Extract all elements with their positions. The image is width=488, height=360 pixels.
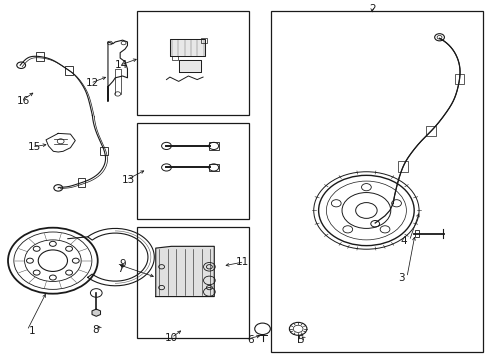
Polygon shape — [92, 309, 100, 316]
Bar — [65, 66, 73, 75]
Text: 4: 4 — [400, 236, 407, 246]
Text: 16: 16 — [17, 96, 30, 106]
Bar — [454, 73, 464, 84]
Polygon shape — [156, 246, 214, 297]
Bar — [426, 126, 435, 136]
Bar — [78, 178, 85, 187]
Bar — [171, 55, 177, 60]
Text: 3: 3 — [397, 273, 404, 283]
Bar — [137, 226, 249, 338]
Text: 15: 15 — [27, 142, 41, 152]
Polygon shape — [169, 39, 205, 56]
Polygon shape — [178, 60, 200, 72]
Text: 14: 14 — [115, 60, 128, 70]
Bar — [201, 39, 206, 42]
Bar — [397, 161, 407, 172]
Bar — [137, 12, 249, 116]
Text: 2: 2 — [368, 4, 375, 14]
Text: 1: 1 — [29, 325, 36, 336]
Bar — [414, 230, 418, 237]
Text: 12: 12 — [86, 78, 99, 88]
Text: 5: 5 — [297, 334, 303, 345]
Text: 6: 6 — [247, 334, 254, 345]
Text: 7: 7 — [117, 264, 123, 274]
Bar — [208, 164, 218, 171]
Text: 10: 10 — [164, 333, 178, 343]
Text: 11: 11 — [235, 257, 248, 267]
Bar — [137, 123, 249, 220]
Text: 8: 8 — [92, 325, 99, 335]
Bar — [36, 52, 43, 61]
Text: 13: 13 — [122, 175, 135, 185]
Bar — [271, 12, 483, 352]
Text: 9: 9 — [120, 259, 126, 269]
Bar — [208, 142, 218, 149]
Bar — [100, 147, 108, 156]
